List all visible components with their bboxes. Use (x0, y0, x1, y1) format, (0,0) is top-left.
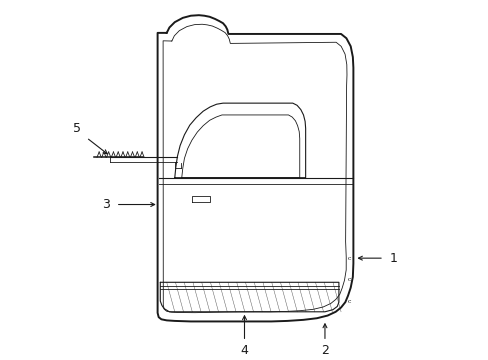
Text: 5: 5 (73, 122, 81, 135)
Text: 2: 2 (320, 344, 328, 357)
Text: 3: 3 (102, 198, 110, 211)
Text: c: c (347, 277, 351, 282)
Text: 4: 4 (240, 344, 248, 357)
Text: 1: 1 (388, 252, 396, 265)
Text: c: c (347, 298, 351, 303)
Text: c: c (347, 256, 351, 261)
